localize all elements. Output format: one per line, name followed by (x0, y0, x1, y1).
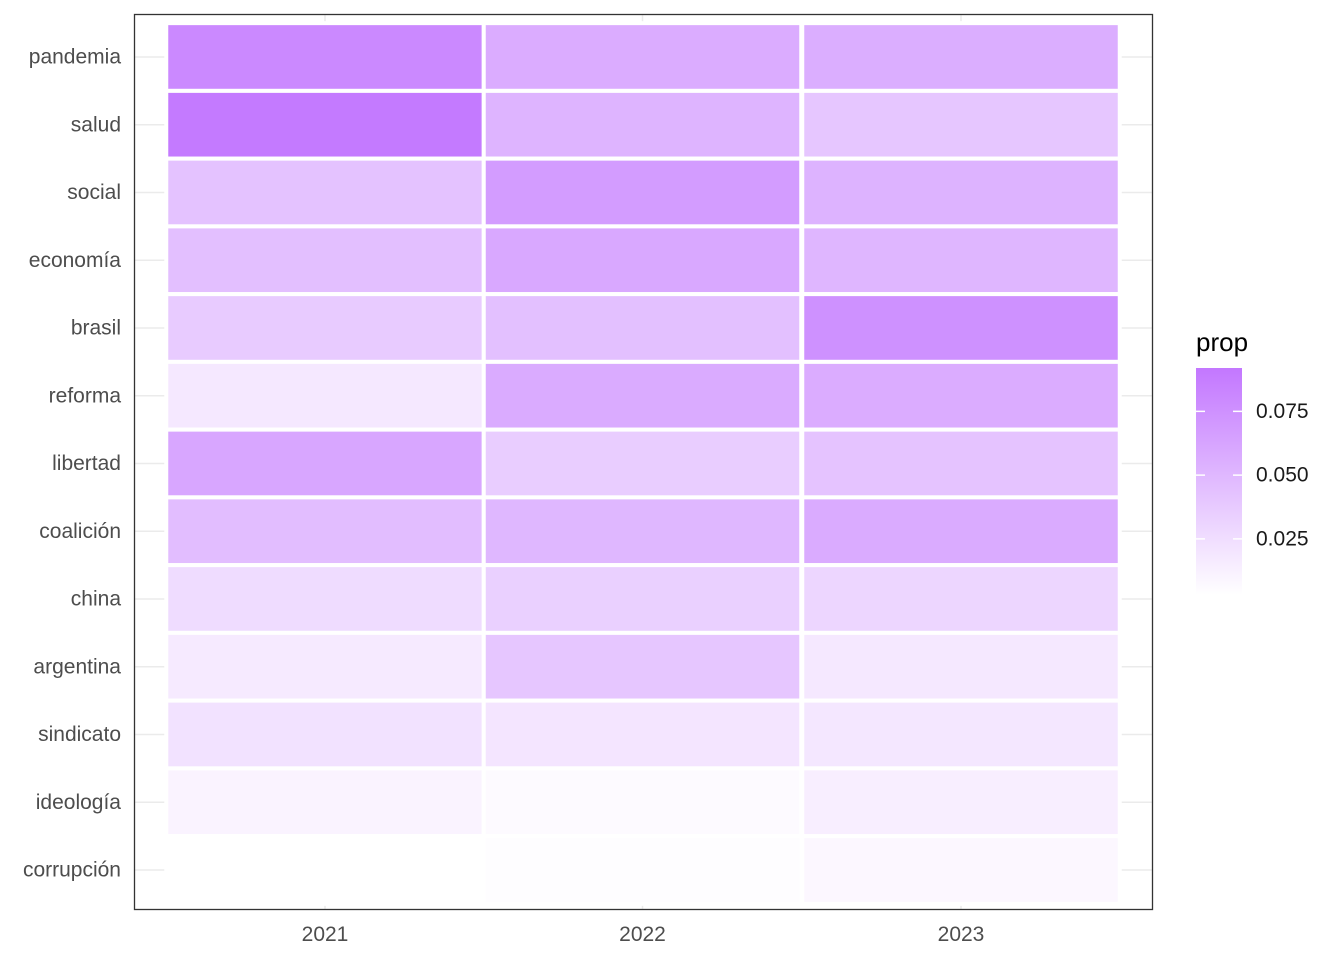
y-tick-label: coalición (39, 520, 121, 543)
legend-title: prop (1196, 327, 1248, 357)
heatmap-tile (800, 834, 1122, 906)
y-tick-label: brasil (71, 317, 121, 340)
heatmap-tile (481, 21, 804, 93)
heatmap-tile (800, 563, 1122, 635)
heatmap-tile (800, 630, 1122, 703)
y-tick-label: china (71, 588, 122, 611)
heatmap-tile (481, 698, 804, 771)
y-tick-label: economía (29, 249, 122, 272)
heatmap-tile (481, 427, 804, 500)
heatmap-tile (164, 834, 486, 906)
legend: prop 0.025 0.050 0.075 (1196, 327, 1309, 595)
x-tick-label: 2022 (619, 923, 666, 946)
heatmap-tile (164, 630, 486, 703)
heatmap-tile (481, 224, 804, 297)
legend-tick-label: 0.075 (1256, 400, 1309, 423)
legend-tick-label: 0.025 (1256, 527, 1309, 550)
heatmap-tile (800, 292, 1122, 364)
y-tick-label: sindicato (38, 723, 121, 746)
heatmap-tile (481, 88, 804, 161)
plot-panel-border (133, 13, 1154, 911)
x-tick-label: 2023 (938, 923, 985, 946)
heatmap-tile (481, 156, 804, 229)
heatmap-tile (800, 156, 1122, 229)
y-tick-label: argentina (33, 655, 121, 678)
heatmap-tile (481, 495, 804, 568)
heatmap-tile (164, 563, 486, 635)
y-tick-label: reforma (49, 384, 122, 407)
heatmap-tile (164, 359, 486, 432)
heatmap-tile (164, 698, 486, 771)
heatmap-tile (164, 88, 486, 161)
heatmap-tile (164, 224, 486, 297)
heatmap-tile (164, 21, 486, 93)
y-tick-label: pandemia (29, 46, 122, 69)
heatmap-tile (481, 292, 804, 364)
y-tick-label: libertad (52, 452, 121, 475)
heatmap-tile (164, 156, 486, 229)
heatmap-tile (800, 495, 1122, 568)
heatmap-tile (164, 766, 486, 839)
heatmap-tile (800, 698, 1122, 771)
y-axis-labels: pandemia salud social economía brasil reforma… (23, 46, 121, 882)
x-tick-label: 2021 (302, 923, 349, 946)
heatmap-tile (800, 766, 1122, 839)
legend-tick-label: 0.050 (1256, 464, 1309, 487)
heatmap-tile (800, 427, 1122, 500)
heatmap-tile (800, 88, 1122, 161)
y-tick-label: corrupción (23, 859, 121, 882)
heatmap-tile (164, 292, 486, 364)
x-axis-labels: 2021 2022 2023 (302, 923, 985, 946)
y-tick-label: social (67, 181, 121, 204)
heatmap-tile (481, 834, 804, 906)
heatmap-tiles (164, 21, 1122, 906)
heatmap-tile (481, 359, 804, 432)
legend-ticks: 0.025 0.050 0.075 (1196, 400, 1309, 550)
heatmap-tile (800, 359, 1122, 432)
heatmap-tile (164, 495, 486, 568)
heatmap-tile (481, 766, 804, 839)
y-tick-label: salud (71, 113, 121, 136)
heatmap-tile (800, 224, 1122, 297)
heatmap-tile (164, 427, 486, 500)
legend-colorbar (1196, 368, 1242, 595)
heatmap-tile (800, 21, 1122, 93)
y-tick-label: ideología (36, 791, 122, 814)
heatmap-tile (481, 563, 804, 635)
heatmap-tile (481, 630, 804, 703)
